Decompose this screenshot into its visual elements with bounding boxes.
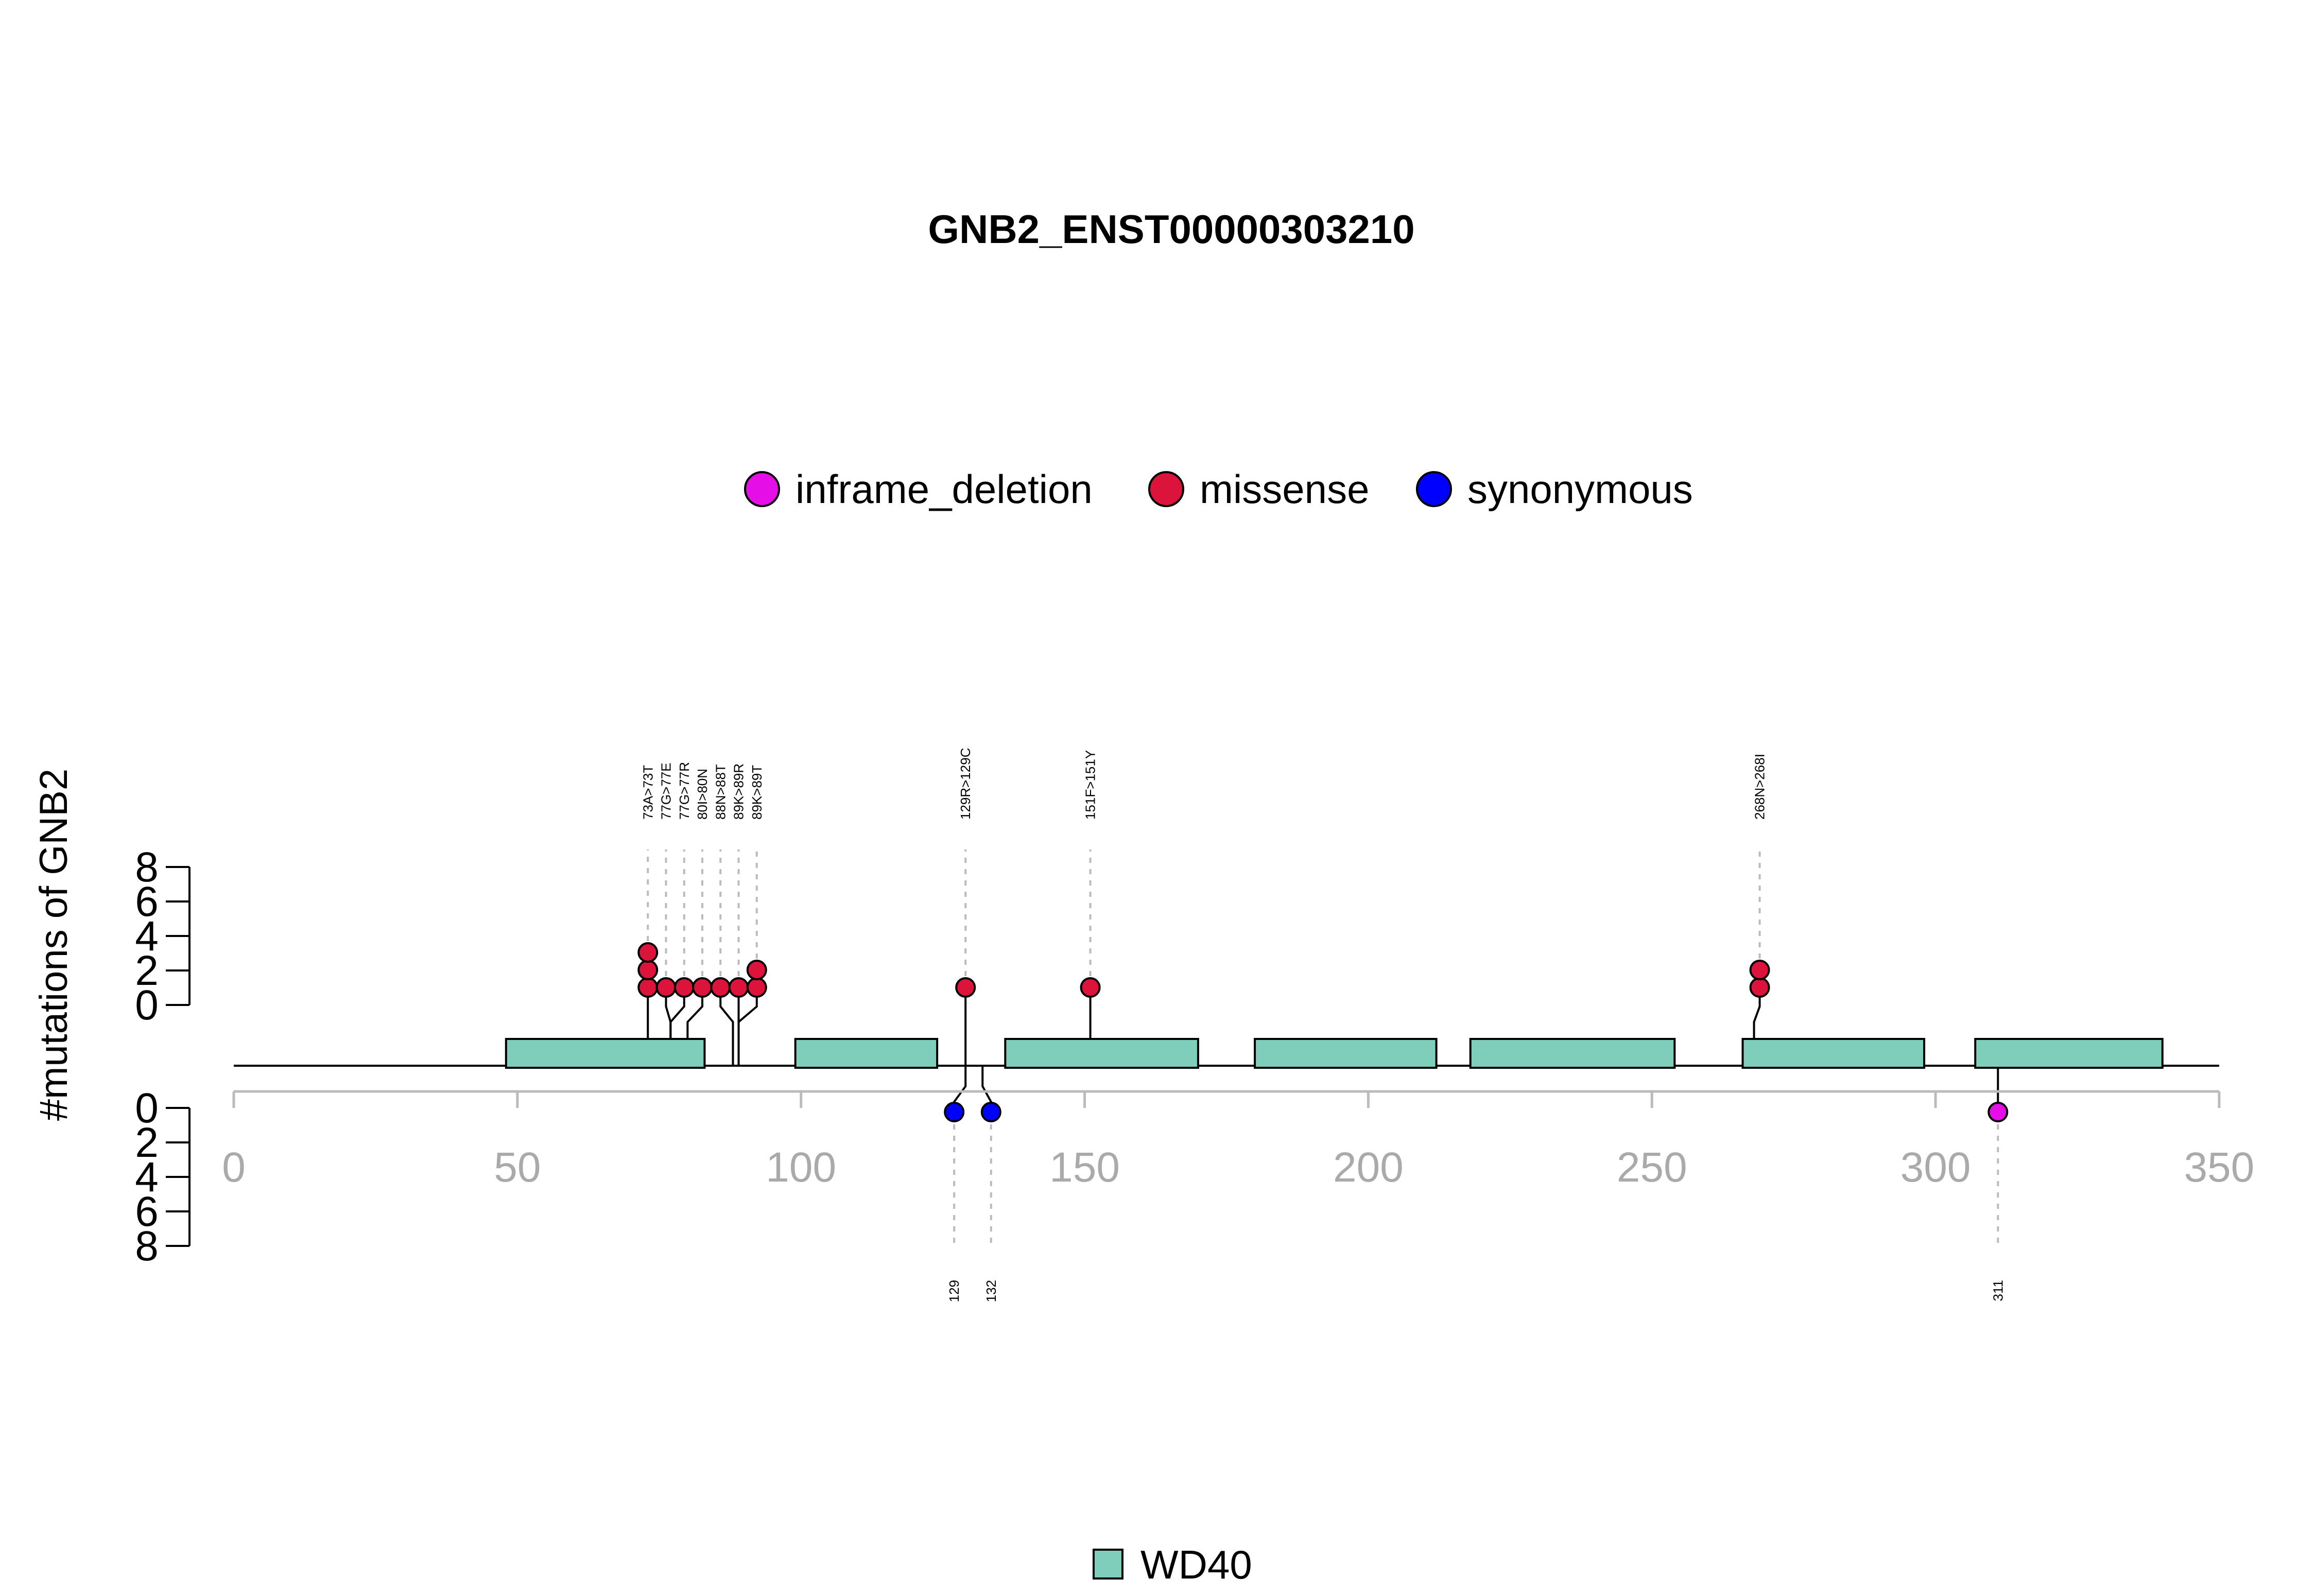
x-tick-label: 100 [766, 1144, 836, 1191]
y-top-tick-label: 4 [135, 913, 159, 960]
legend-swatch [1093, 1549, 1123, 1580]
y-bottom-tick-label: 2 [135, 1119, 159, 1166]
lollipop-head [710, 977, 731, 998]
lollipop-head [728, 977, 749, 998]
domain-box [794, 1038, 939, 1069]
lollipop-head [637, 942, 659, 963]
mutation-label: 88N>88T [713, 764, 728, 820]
x-tick-label: 0 [222, 1144, 246, 1191]
lollipop-head [944, 1102, 965, 1122]
domain-box [1741, 1038, 1926, 1069]
mutation-label: 77G>77R [677, 762, 692, 820]
mutation-label: 311 [1990, 1280, 2005, 1301]
y-top-tick-label: 6 [135, 878, 159, 925]
mutation-label: 129 [946, 1280, 962, 1302]
lollipop-stem [737, 987, 758, 1066]
x-tick-label: 50 [494, 1144, 541, 1191]
x-tick-label: 350 [2184, 1144, 2255, 1191]
lollipop-head [673, 977, 695, 998]
domain-box [1004, 1038, 1199, 1069]
y-bottom-tick-label: 0 [135, 1085, 159, 1132]
lollipop-head [1080, 977, 1101, 998]
legend-label: missense [1200, 466, 1369, 512]
y-axis-label: #mutations of GNB2 [32, 769, 76, 1121]
domain-box [505, 1038, 706, 1069]
lollipop-head [1987, 1102, 2009, 1122]
lollipop-head [655, 977, 677, 998]
lollipop-head [692, 977, 713, 998]
lollipop-head [980, 1102, 1001, 1122]
lollipop-head [955, 977, 976, 998]
y-top-tick-label: 0 [135, 982, 159, 1029]
lollipop-head [746, 960, 767, 980]
chart-title: GNB2_ENST00000303210 [928, 206, 1414, 252]
mutation-label: 73A>73T [640, 765, 655, 820]
legend-label: synonymous [1467, 466, 1693, 512]
lollipop-head [637, 977, 659, 998]
mutation-type-legend: inframe_deletion missense synonymous [744, 466, 1693, 512]
mutation-label: 80I>80N [695, 769, 710, 820]
mutation-label: 268N>268I [1752, 754, 1768, 820]
lollipop-heads [637, 942, 2009, 1122]
x-tick-label: 150 [1049, 1144, 1120, 1191]
legend-label: inframe_deletion [796, 466, 1093, 512]
domain-box [1254, 1038, 1438, 1069]
x-tick-label: 250 [1617, 1144, 1687, 1191]
legend-label: WD40 [1140, 1542, 1252, 1587]
lollipop-head [1749, 977, 1770, 998]
domain-boxes [505, 1038, 2164, 1069]
lollipop-head [637, 960, 659, 980]
domain-legend: WD40 [1093, 1542, 1252, 1587]
y-top-tick-label: 8 [135, 844, 159, 891]
mutation-label: 89K>89R [731, 764, 747, 820]
x-tick-label: 300 [1900, 1144, 1971, 1191]
legend-marker [1416, 471, 1452, 507]
lollipop-stem [719, 987, 734, 1066]
mutation-labels: 73A>73T 77G>77E 77G>77R 80I>80N 88N>88T 89K>8… [640, 748, 2005, 1303]
legend-marker [1148, 471, 1184, 507]
x-axis: 0 50 100 150 200 250 300 350 [222, 1090, 2255, 1191]
mutation-label: 89K>89T [749, 765, 765, 820]
x-tick-label: 200 [1333, 1144, 1404, 1191]
domain-box [1469, 1038, 1676, 1069]
mutation-label: 132 [983, 1280, 999, 1302]
y-bottom-tick-label: 6 [135, 1188, 159, 1235]
mutation-label: 129R>129C [958, 748, 973, 820]
legend-marker [744, 471, 780, 507]
lollipop-head [746, 977, 767, 998]
y-bottom-tick-label: 8 [135, 1223, 159, 1270]
guide-lines [647, 849, 1999, 1245]
mutation-label: 77G>77E [659, 762, 674, 820]
y-top-tick-label: 2 [135, 947, 159, 994]
y-bottom-tick-label: 4 [135, 1154, 159, 1201]
domain-box [1974, 1038, 2164, 1069]
mutation-label: 151F>151Y [1083, 750, 1098, 820]
lollipop-head [1749, 960, 1770, 980]
